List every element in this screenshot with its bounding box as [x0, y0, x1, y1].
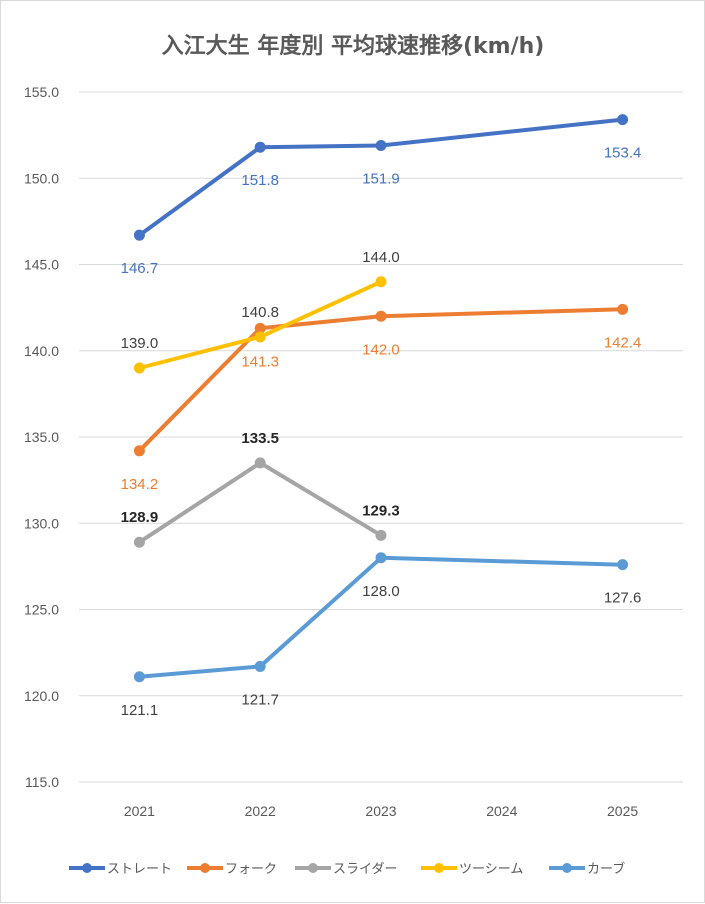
legend-item: ストレート — [69, 862, 172, 877]
data-label: 121.7 — [241, 691, 279, 708]
data-point — [254, 322, 266, 334]
data-point — [254, 457, 266, 469]
legend-label: ストレート — [107, 862, 172, 877]
series-line — [137, 555, 625, 679]
chart-title: 入江大生 年度別 平均球速推移(km/h) — [162, 33, 545, 59]
y-tick-label: 145.0 — [24, 257, 59, 273]
data-point — [254, 660, 266, 672]
legend-item: フォーク — [187, 862, 277, 877]
data-point — [133, 445, 145, 457]
data-point — [133, 229, 145, 241]
data-label: 153.4 — [604, 145, 642, 162]
y-tick-label: 155.0 — [24, 84, 59, 100]
x-tick-label: 2024 — [486, 803, 517, 819]
data-point — [254, 331, 266, 343]
series-line — [137, 460, 383, 545]
legend: ストレート フォーク スライダー ツーシーム カーブ — [69, 861, 625, 877]
legend-label: フォーク — [225, 862, 277, 877]
y-tick-label: 135.0 — [24, 429, 59, 445]
legend-marker — [200, 863, 210, 873]
y-axis-ticks: 115.0 120.0 125.0 130.0 135.0 140.0 145.0 150.0… — [24, 84, 59, 790]
data-point — [617, 303, 629, 315]
data-point — [375, 139, 387, 151]
series-points — [133, 114, 629, 683]
legend-marker — [434, 863, 444, 873]
data-label: 134.2 — [121, 476, 159, 493]
legend-label: カーブ — [587, 861, 625, 877]
data-label: 140.8 — [241, 304, 279, 321]
data-label: 151.9 — [362, 170, 400, 187]
series-line — [137, 117, 625, 238]
data-label: 141.3 — [241, 353, 279, 370]
x-axis-ticks: 2021 2022 2023 2024 2025 — [124, 803, 639, 819]
y-tick-label: 130.0 — [24, 515, 59, 531]
data-label: 146.7 — [121, 260, 159, 277]
legend-marker — [308, 863, 318, 873]
x-tick-label: 2023 — [365, 803, 396, 819]
legend-label: スライダー — [333, 862, 397, 877]
data-point — [133, 362, 145, 374]
legend-item: ツーシーム — [421, 862, 523, 877]
legend-marker — [82, 863, 92, 873]
data-point — [375, 276, 387, 288]
y-tick-label: 140.0 — [24, 343, 59, 359]
data-point — [375, 310, 387, 322]
legend-item: スライダー — [295, 862, 397, 877]
legend-marker — [562, 863, 572, 873]
gridlines — [79, 91, 683, 783]
y-tick-label: 150.0 — [24, 170, 59, 186]
data-point — [617, 114, 629, 126]
data-label: 127.6 — [604, 590, 642, 607]
data-point — [133, 671, 145, 683]
data-label: 128.0 — [362, 583, 400, 600]
x-tick-label: 2022 — [245, 803, 276, 819]
data-label: 142.0 — [362, 341, 400, 358]
y-tick-label: 115.0 — [25, 774, 59, 790]
data-label: 142.4 — [604, 334, 642, 351]
data-labels: 146.7 151.8 151.9 153.4 134.2 141.3 142.0 142.4… — [121, 145, 642, 719]
data-label: 133.5 — [241, 430, 279, 447]
x-tick-label: 2021 — [124, 803, 155, 819]
data-point — [375, 552, 387, 564]
x-tick-label: 2025 — [607, 803, 638, 819]
data-label: 144.0 — [362, 249, 400, 266]
data-point — [617, 559, 629, 571]
data-label: 139.0 — [121, 335, 159, 352]
data-label: 121.1 — [121, 702, 159, 719]
legend-label: ツーシーム — [459, 862, 523, 877]
data-label: 129.3 — [362, 502, 400, 519]
series-line — [137, 307, 625, 453]
y-tick-label: 125.0 — [24, 602, 59, 618]
data-point — [254, 141, 266, 153]
data-point — [133, 536, 145, 548]
data-point — [375, 529, 387, 541]
legend-item: カーブ — [549, 861, 625, 877]
data-label: 128.9 — [121, 509, 159, 526]
y-tick-label: 120.0 — [24, 688, 59, 704]
data-label: 151.8 — [241, 172, 279, 189]
